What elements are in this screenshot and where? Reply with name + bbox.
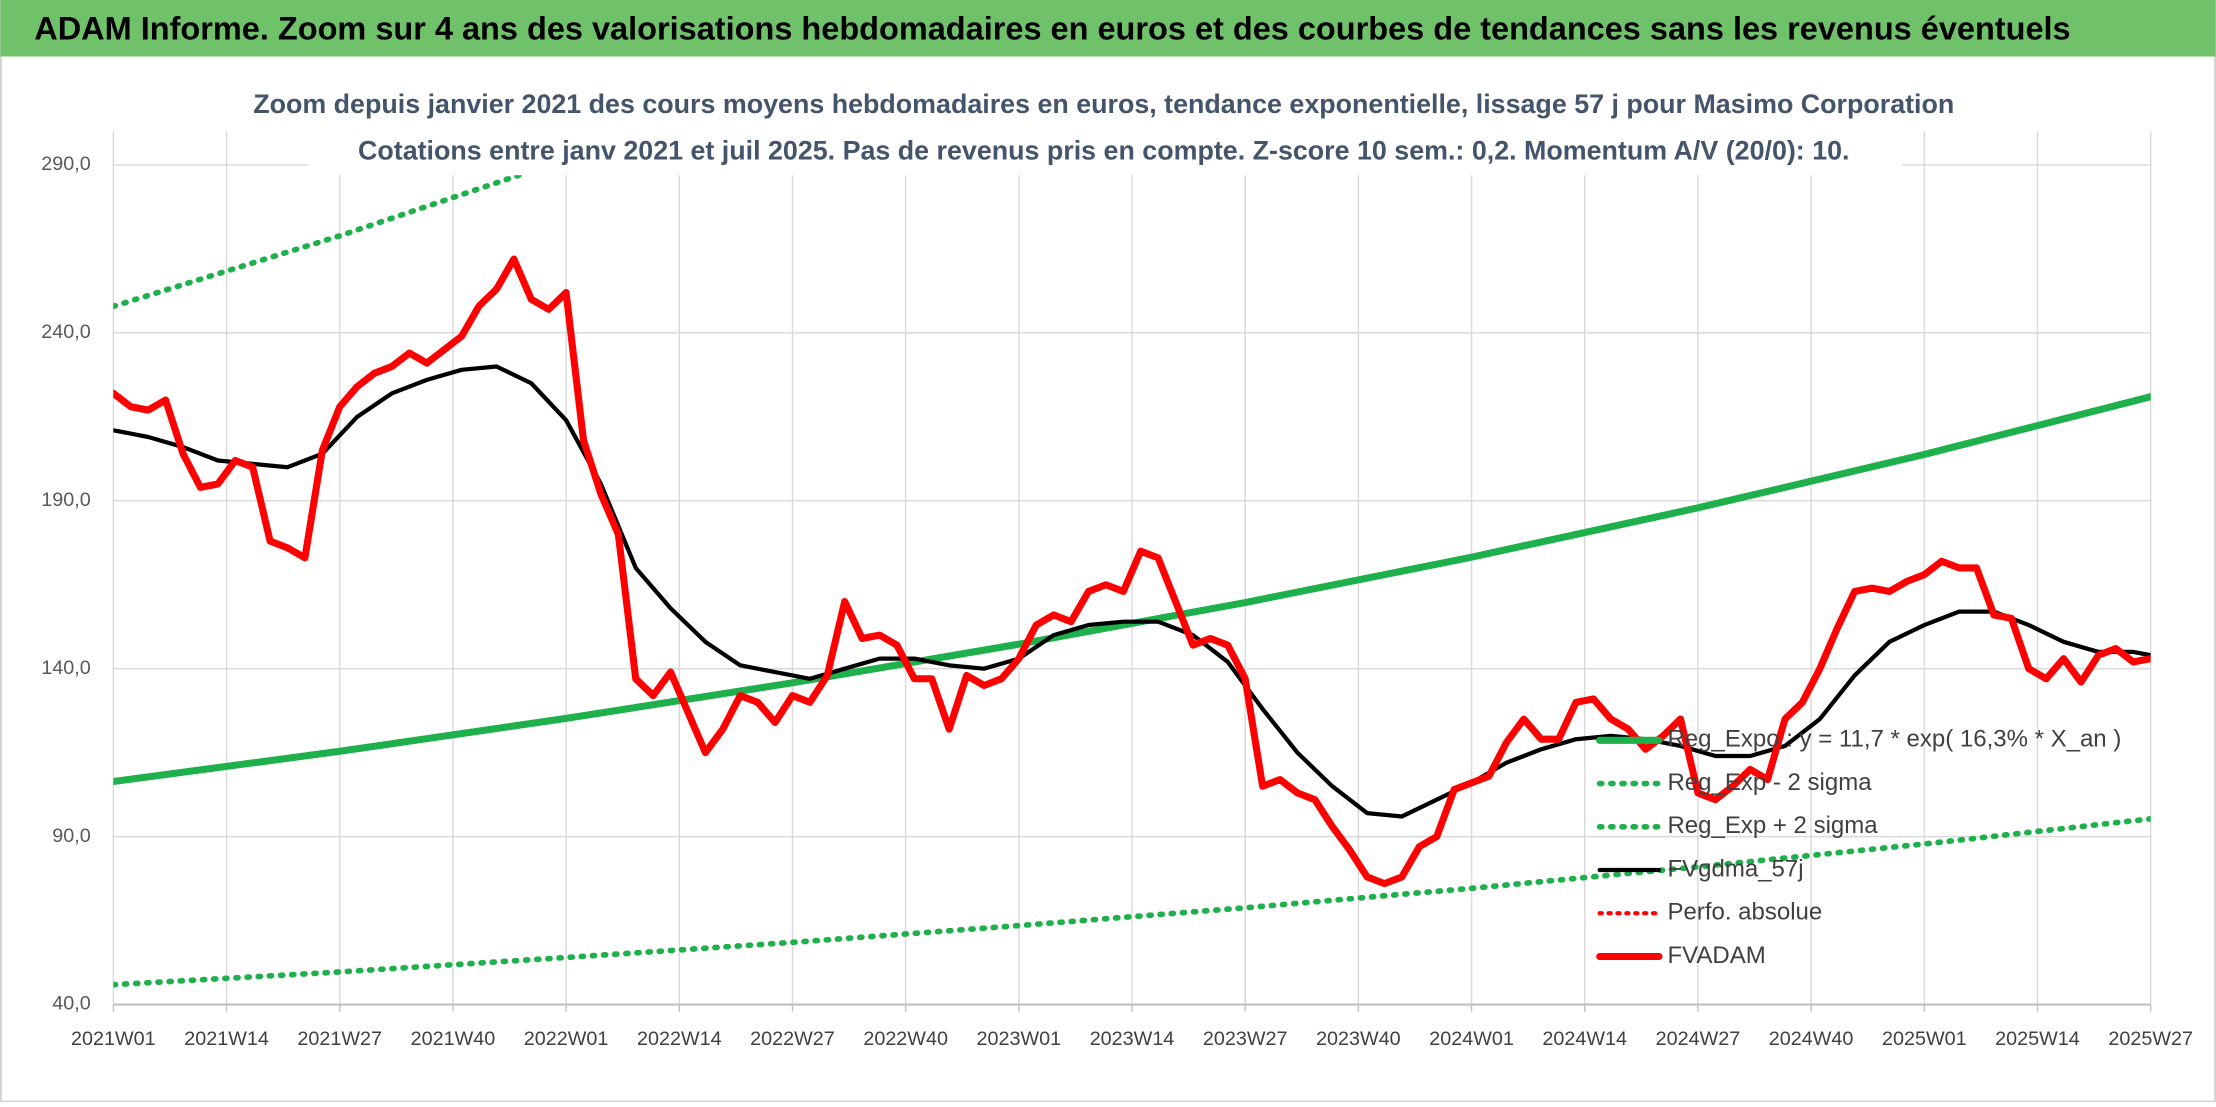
subtitle-box <box>308 81 1903 176</box>
legend-label: FVADAM <box>1667 942 1765 969</box>
header-bar <box>0 0 2216 57</box>
series-line <box>113 364 2151 819</box>
x-tick-label: 2022W01 <box>524 1028 609 1050</box>
y-tick-label: 40,0 <box>52 993 90 1015</box>
subtitle: Cotations entre janv 2021 et juil 2025. … <box>358 136 1850 166</box>
axes: 40,0 90,0 140,0 190,0 240,0 290,0 2021W01 2021W… <box>41 153 2193 1050</box>
x-tick-label: 2022W14 <box>637 1028 722 1050</box>
x-tick-label: 2021W40 <box>411 1028 496 1050</box>
x-tick-label: 2025W01 <box>1882 1028 1967 1050</box>
series-line <box>113 255 2151 888</box>
x-tick-label: 2024W40 <box>1769 1028 1854 1050</box>
plot-lines <box>113 131 2151 988</box>
x-tick-label: 2022W40 <box>863 1028 948 1050</box>
legend: Reg_Expo : y = 11,7 * exp( 16,3% * X_an … <box>1596 726 2121 969</box>
y-tick-label: 90,0 <box>52 825 90 847</box>
x-tick-label: 2023W14 <box>1090 1028 1175 1050</box>
x-tick-label: 2024W14 <box>1542 1028 1627 1050</box>
legend-label: Reg_Exp + 2 sigma <box>1667 812 1878 839</box>
x-tick-label: 2023W40 <box>1316 1028 1401 1050</box>
chart-title: ADAM Informe. Zoom sur 4 ans des valoris… <box>34 11 2070 47</box>
legend-label: Reg_Expo : y = 11,7 * exp( 16,3% * X_an … <box>1667 726 2121 753</box>
subtitle: Zoom depuis janvier 2021 des cours moyen… <box>253 89 1954 119</box>
x-tick-label: 2024W01 <box>1429 1028 1514 1050</box>
x-tick-label: 2025W27 <box>2108 1028 2193 1050</box>
x-tick-label: 2022W27 <box>750 1028 835 1050</box>
x-tick-label: 2021W27 <box>297 1028 382 1050</box>
y-tick-label: 240,0 <box>41 321 90 343</box>
legend-label: Reg_Exp - 2 sigma <box>1667 769 1872 796</box>
x-tick-label: 2023W27 <box>1203 1028 1288 1050</box>
x-tick-label: 2025W14 <box>1995 1028 2080 1050</box>
y-tick-label: 290,0 <box>41 153 90 175</box>
y-tick-label: 190,0 <box>41 489 90 511</box>
x-tick-label: 2021W01 <box>71 1028 156 1050</box>
y-tick-label: 140,0 <box>41 657 90 679</box>
legend-label: FVgdma_57j <box>1667 855 1803 882</box>
x-tick-label: 2024W27 <box>1656 1028 1741 1050</box>
x-tick-label: 2023W01 <box>977 1028 1062 1050</box>
legend-label: Perfo. absolue <box>1667 899 1822 926</box>
x-tick-label: 2021W14 <box>184 1028 269 1050</box>
series-line <box>113 131 651 310</box>
